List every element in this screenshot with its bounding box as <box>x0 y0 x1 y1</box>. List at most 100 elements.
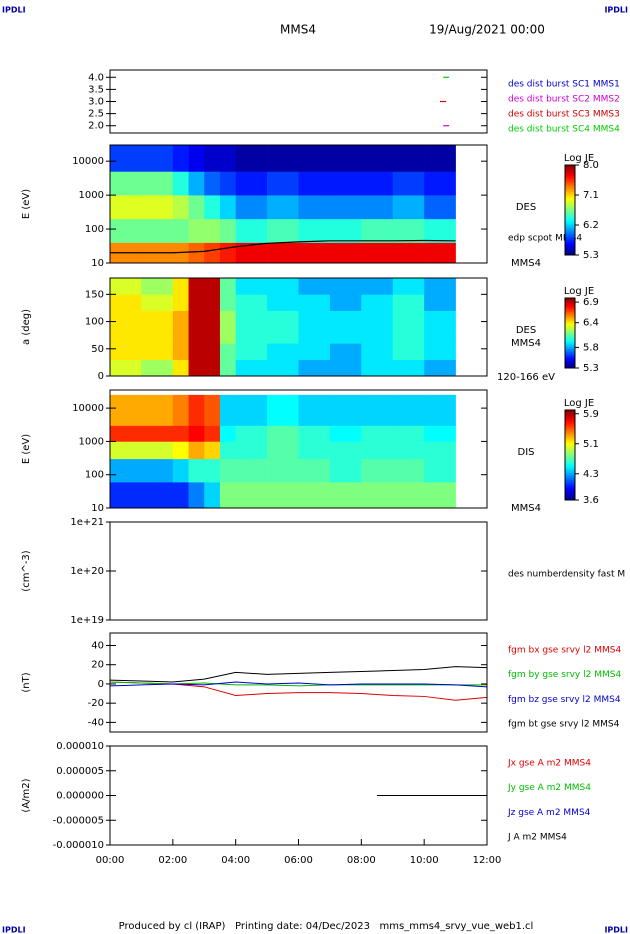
colorbar-segment <box>565 336 575 339</box>
colorbar-segment <box>565 470 575 474</box>
heatmap-cell <box>267 482 299 509</box>
heatmap-cell <box>188 310 205 328</box>
y-tick-label: 0.000000 <box>56 791 104 802</box>
colorbar-segment <box>565 412 575 415</box>
colorbar-segment <box>565 192 575 195</box>
x-tick-label: 06:00 <box>284 855 313 866</box>
heatmap-cell <box>204 394 221 426</box>
colorbar-segment <box>565 306 575 309</box>
heatmap-cell <box>235 394 268 426</box>
colorbar-segment <box>565 473 575 476</box>
colorbar-tick-label: 5.3 <box>583 363 599 374</box>
heatmap-cell <box>267 394 299 426</box>
y-tick-label: 1000 <box>79 436 104 447</box>
heatmap-cell <box>392 195 425 220</box>
colorbar-segment <box>565 308 575 311</box>
heatmap-cell <box>172 327 189 344</box>
corner-label: IPDLI <box>604 6 628 15</box>
overlay-line <box>110 239 456 254</box>
colorbar-segment <box>565 347 575 350</box>
y-axis-label: a (deg) <box>21 309 32 345</box>
colorbar-segment <box>565 228 575 231</box>
colorbar-segment <box>565 201 575 204</box>
heatmap-cell <box>188 359 205 377</box>
y-tick-label: 50 <box>91 344 104 355</box>
heatmap-cell <box>219 394 236 426</box>
heatmap-cell <box>329 195 362 220</box>
colorbar-segment <box>565 430 575 433</box>
colorbar-segment <box>565 466 575 469</box>
heatmap-cell <box>424 458 456 483</box>
y-tick-label: 20 <box>91 660 104 671</box>
heatmap-cell <box>172 441 189 460</box>
colorbar-segment <box>565 428 575 431</box>
heatmap-cell <box>424 171 456 196</box>
heatmap-cell <box>267 359 299 377</box>
heatmap-cell <box>188 294 205 311</box>
colorbar-segment <box>565 345 575 348</box>
colorbar-segment <box>565 174 575 177</box>
colorbar-segment <box>565 310 575 313</box>
colorbar-segment <box>565 239 575 242</box>
colorbar-segment <box>565 216 575 220</box>
heatmap-cell <box>267 441 299 460</box>
heatmap-cell <box>110 343 142 360</box>
legend-entry: fgm bt gse srvy l2 MMS4 <box>508 720 620 730</box>
colorbar-segment <box>565 366 575 369</box>
heatmap-cell <box>141 394 174 426</box>
heatmap-cell <box>361 425 394 442</box>
colorbar-segment <box>565 246 575 249</box>
colorbar-segment <box>565 250 575 254</box>
heatmap-cell <box>110 171 142 196</box>
colorbar-segment <box>565 362 575 365</box>
colorbar-segment <box>565 243 575 247</box>
colorbar-segment <box>565 448 575 451</box>
colorbar-segment <box>565 185 575 188</box>
heatmap-cell <box>219 359 236 377</box>
colorbar-segment <box>565 461 575 465</box>
heatmap-cell <box>110 294 142 311</box>
heatmap-cell <box>172 394 189 426</box>
y-tick-label: 100 <box>85 470 104 481</box>
colorbar-segment <box>565 432 575 436</box>
heatmap-cell <box>235 242 268 264</box>
corner-label: IPDLI <box>2 926 26 934</box>
legend-entry: des dist burst SC1 MMS1 <box>508 80 620 90</box>
heatmap-cell <box>361 218 394 243</box>
heatmap-cell <box>219 242 236 264</box>
colorbar-segment <box>565 241 575 245</box>
colorbar-segment <box>565 464 575 467</box>
heatmap-cell <box>219 145 236 172</box>
heatmap-cell <box>219 278 236 295</box>
heatmap-cell <box>392 425 425 442</box>
legend-entry: des dist burst SC2 MMS2 <box>508 95 620 105</box>
heatmap-cell <box>267 310 299 328</box>
colorbar-segment <box>565 459 575 463</box>
heatmap-cell <box>219 441 236 460</box>
heatmap-cell <box>298 145 331 172</box>
heatmap-cell <box>392 394 425 426</box>
heatmap-cell <box>219 343 236 360</box>
heatmap-cell <box>141 145 174 172</box>
colorbar-segment <box>565 194 575 197</box>
x-tick-label: 12:00 <box>473 855 502 866</box>
heatmap-cell <box>392 145 425 172</box>
heatmap-cell <box>361 441 394 460</box>
y-tick-label: 1000 <box>79 190 104 201</box>
colorbar-segment <box>565 416 575 420</box>
heatmap-cell <box>110 394 142 426</box>
y-axis-label: E (eV) <box>21 189 32 219</box>
heatmap-cell <box>361 171 394 196</box>
heatmap-cell <box>172 145 189 172</box>
heatmap-cell <box>141 458 174 483</box>
heatmap-cell <box>172 294 189 311</box>
corner-label: IPDLI <box>604 926 628 934</box>
heatmap-cell <box>298 310 331 328</box>
legend-entry: des dist burst SC3 MMS3 <box>508 110 620 120</box>
colorbar-segment <box>565 230 575 233</box>
colorbar-tick-label: 5.9 <box>583 409 599 420</box>
x-tick-label: 02:00 <box>158 855 187 866</box>
heatmap-cell <box>424 294 456 311</box>
colorbar-segment <box>565 457 575 460</box>
colorbar-segment <box>565 167 575 170</box>
